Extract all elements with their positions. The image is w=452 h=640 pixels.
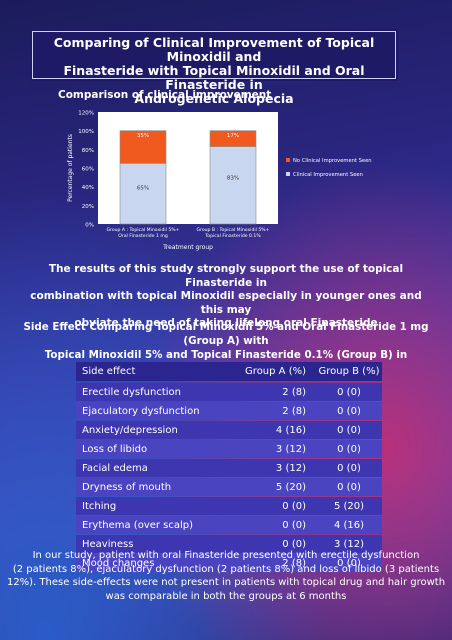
cell-group-a: 0 (0) bbox=[282, 500, 306, 512]
side-effects-table: Side effect Group A (%) Group B (%) Erec… bbox=[76, 362, 382, 573]
cell-side-effect: Loss of libido bbox=[82, 443, 148, 455]
cell-group-b: 0 (0) bbox=[337, 424, 361, 436]
header-side-effect: Side effect bbox=[82, 366, 136, 377]
y-tick-label: 40% bbox=[82, 185, 94, 191]
table-row: Itching 0 (0) 5 (20) bbox=[76, 497, 382, 515]
data-label: 65% bbox=[137, 186, 149, 192]
cell-group-a: 0 (0) bbox=[282, 538, 306, 550]
header-group-a: Group A (%) bbox=[245, 366, 306, 377]
summary-line: In our study, patient with oral Finaster… bbox=[32, 550, 420, 561]
x-tick-label: Oral Finasteride 1 mg bbox=[118, 233, 168, 239]
title-line: Finasteride with Topical Minoxidil and O… bbox=[63, 63, 365, 92]
cell-group-a: 2 (8) bbox=[282, 405, 306, 417]
summary-line: (2 patients 8%), ejaculatory dysfunction… bbox=[12, 563, 440, 575]
conclusion-line: obviate the need of taking lifelong oral… bbox=[74, 317, 378, 329]
bar-chart: 0% 20% 40% 60% 80% 100% 120% Percentage of pati… bbox=[67, 111, 372, 252]
x-tick-label: Topical Finasteride 0.1% bbox=[204, 233, 261, 239]
cell-group-b: 3 (12) bbox=[333, 538, 365, 550]
y-tick-label: 0% bbox=[85, 223, 94, 229]
x-tick-label: Group A : Topical Minoxidil 5%+ bbox=[106, 227, 179, 233]
title-line: Comparing of Clinical Improvement of Top… bbox=[53, 35, 375, 64]
poster-title: Comparing of Clinical Improvement of Top… bbox=[32, 31, 396, 106]
table-row: Anxiety/depression 4 (16) 0 (0) bbox=[76, 421, 382, 439]
legend-label: Clinical Improvement Seen bbox=[293, 172, 363, 178]
cell-group-a: 2 (8) bbox=[282, 557, 306, 569]
cell-group-a: 3 (12) bbox=[275, 443, 306, 455]
cell-group-b: 0 (0) bbox=[337, 443, 361, 455]
table-row: Loss of libido 3 (12) 0 (0) bbox=[76, 440, 382, 458]
cell-group-b: 0 (0) bbox=[337, 405, 361, 417]
cell-side-effect: Heaviness bbox=[82, 538, 134, 550]
table-row: Mood changes 2 (8) 0 (0) bbox=[76, 554, 382, 572]
data-label: 83% bbox=[227, 176, 239, 182]
cell-side-effect: Dryness of mouth bbox=[82, 481, 172, 493]
cell-group-b: 5 (20) bbox=[333, 500, 365, 512]
summary-line: was comparable in both the groups at 6 m… bbox=[105, 590, 347, 602]
bar-segment bbox=[209, 130, 257, 147]
cell-side-effect: Ejaculatory dysfunction bbox=[82, 405, 200, 417]
cell-group-b: 4 (16) bbox=[333, 519, 365, 531]
x-axis-label: Treatment group bbox=[162, 244, 213, 251]
header-group-b: Group B (%) bbox=[318, 366, 380, 377]
table-row: Dryness of mouth 5 (20) 0 (0) bbox=[76, 478, 382, 496]
chart-title: Comparison of clinical improvement bbox=[58, 89, 272, 101]
cell-group-a: 4 (16) bbox=[275, 424, 306, 436]
summary-line: 12%). These side-effects were not presen… bbox=[6, 577, 446, 588]
y-axis-label: Percentage of patients bbox=[67, 134, 74, 202]
cell-group-a: 0 (0) bbox=[282, 519, 306, 531]
cell-side-effect: Anxiety/depression bbox=[82, 424, 178, 436]
legend-label: No Clinical Improvement Seen bbox=[293, 158, 372, 164]
cell-side-effect: Mood changes bbox=[82, 557, 155, 569]
side-effects-title-line: Side Effect Comparing Topical Minoxidil … bbox=[23, 321, 429, 347]
table-row: Heaviness 0 (0) 3 (12) bbox=[76, 535, 382, 553]
table-row: Erectile dysfunction 2 (8) 0 (0) bbox=[76, 383, 382, 401]
summary-text: In our study, patient with oral Finaster… bbox=[6, 549, 446, 603]
cell-group-b: 0 (0) bbox=[337, 481, 361, 493]
legend-swatch bbox=[286, 158, 290, 162]
conclusion-line: The results of this study strongly suppo… bbox=[48, 263, 404, 289]
cell-group-a: 2 (8) bbox=[282, 386, 306, 398]
conclusion-line: combination with topical Minoxidil espec… bbox=[30, 290, 422, 316]
y-tick-label: 20% bbox=[82, 204, 94, 210]
study-conclusion: The results of this study strongly suppo… bbox=[22, 263, 430, 331]
bar-segment bbox=[119, 130, 167, 164]
bar-segment bbox=[209, 146, 257, 225]
bar-segment bbox=[119, 163, 167, 225]
cell-group-a: 3 (12) bbox=[275, 462, 306, 474]
table-row: Ejaculatory dysfunction 2 (8) 0 (0) bbox=[76, 402, 382, 420]
cell-group-b: 0 (0) bbox=[337, 386, 361, 398]
table-row: Erythema (over scalp) 0 (0) 4 (16) bbox=[76, 516, 382, 534]
x-tick-label: Group B : Topical Minoxidil 5%+ bbox=[196, 227, 269, 233]
data-label: 35% bbox=[137, 133, 149, 139]
cell-side-effect: Facial edema bbox=[82, 462, 148, 474]
legend-swatch bbox=[286, 172, 290, 176]
y-tick-label: 120% bbox=[78, 111, 94, 117]
y-tick-label: 100% bbox=[78, 129, 94, 135]
data-label: 17% bbox=[227, 133, 239, 139]
cell-side-effect: Itching bbox=[82, 500, 117, 512]
table-header-row: Side effect Group A (%) Group B (%) bbox=[76, 362, 382, 381]
y-tick-label: 60% bbox=[82, 167, 94, 173]
table-row: Facial edema 3 (12) 0 (0) bbox=[76, 459, 382, 477]
cell-group-b: 0 (0) bbox=[337, 557, 361, 569]
cell-side-effect: Erectile dysfunction bbox=[82, 386, 181, 398]
cell-group-a: 5 (20) bbox=[275, 481, 306, 493]
y-tick-label: 80% bbox=[82, 148, 94, 154]
cell-side-effect: Erythema (over scalp) bbox=[82, 519, 194, 531]
cell-group-b: 0 (0) bbox=[337, 462, 361, 474]
title-line: Androgenetic Alopecia bbox=[134, 91, 294, 106]
